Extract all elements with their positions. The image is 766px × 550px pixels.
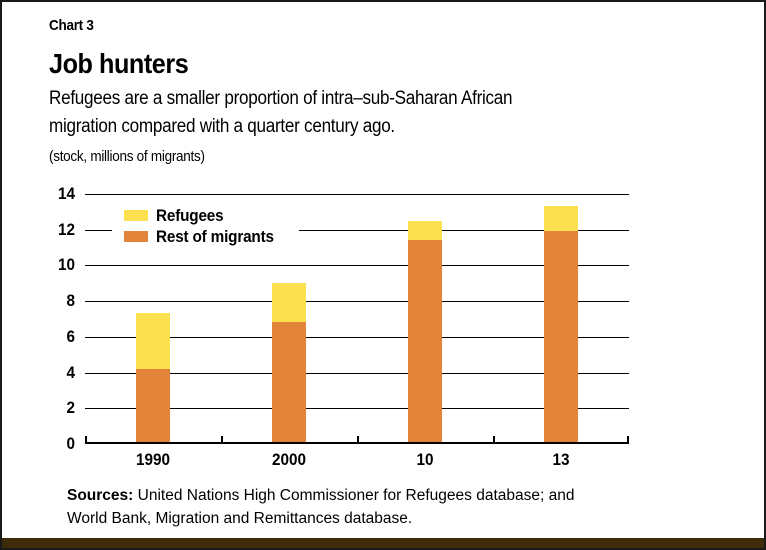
x-axis-label-1990: 1990: [135, 450, 171, 469]
gridline-2: [85, 408, 629, 410]
y-axis-label-12: 12: [57, 219, 75, 239]
bar-segment-rest-1990: [136, 368, 170, 442]
legend-row: Refugees: [124, 205, 287, 226]
sources-label: Sources:: [67, 487, 134, 504]
sources-line-1: United Nations High Commissioner for Ref…: [133, 487, 575, 504]
chart-number: Chart 3: [49, 17, 94, 34]
x-axis-tick: [357, 436, 359, 442]
x-axis-label-13: 13: [552, 450, 570, 469]
legend-row: Rest of migrants: [124, 226, 287, 247]
y-axis-label-0: 0: [66, 434, 75, 453]
legend-swatch-rest: [124, 231, 148, 242]
gridline-8: [85, 301, 629, 303]
x-axis-label-2000: 2000: [271, 450, 307, 469]
x-axis-tick: [221, 436, 223, 442]
x-axis-label-10: 10: [416, 450, 434, 469]
gridline-10: [85, 265, 629, 267]
y-axis-label-14: 14: [57, 184, 75, 203]
sources-note: Sources: United Nations High Commissione…: [67, 484, 667, 530]
plot-area: Refugees Rest of migrants 0 2 4 6 8 10 12 14 1990…: [58, 184, 629, 469]
y-axis-label-8: 8: [66, 291, 75, 311]
gridline-12: [85, 229, 629, 231]
x-axis-tick: [493, 436, 495, 442]
page-title: Job hunters: [49, 48, 189, 79]
x-axis-line: [85, 442, 629, 444]
y-axis-label-10: 10: [57, 255, 75, 275]
x-axis-tick: [627, 436, 629, 442]
bar-segment-refugees-1990: [136, 313, 170, 369]
y-axis-label-6: 6: [66, 326, 75, 346]
sources-line-2: World Bank, Migration and Remittances da…: [67, 510, 413, 527]
y-axis-label-4: 4: [66, 362, 75, 382]
gridline-6: [85, 336, 629, 338]
legend-swatch-refugees: [124, 210, 148, 221]
chart-subtitle: Refugees are a smaller proportion of int…: [49, 85, 513, 141]
bar-segment-refugees-13: [544, 206, 578, 232]
gridline-14: [85, 194, 629, 195]
legend-label-refugees: Refugees: [156, 205, 224, 225]
bar-segment-refugees-2000: [272, 283, 306, 323]
bar-segment-rest-2000: [272, 322, 306, 442]
bar-segment-rest-10: [408, 240, 442, 442]
bar-segment-rest-13: [544, 231, 578, 442]
legend-label-rest: Rest of migrants: [156, 226, 274, 246]
y-axis-label-2: 2: [66, 398, 75, 418]
unit-note: (stock, millions of migrants): [49, 148, 205, 165]
subtitle-line-1: Refugees are a smaller proportion of int…: [49, 88, 513, 109]
gridline-4: [85, 372, 629, 374]
footer-accent-bar: [2, 538, 764, 548]
legend: Refugees Rest of migrants: [112, 203, 299, 250]
bar-segment-refugees-10: [408, 220, 442, 241]
x-axis-tick: [85, 436, 87, 442]
subtitle-line-2: migration compared with a quarter centur…: [49, 116, 395, 137]
